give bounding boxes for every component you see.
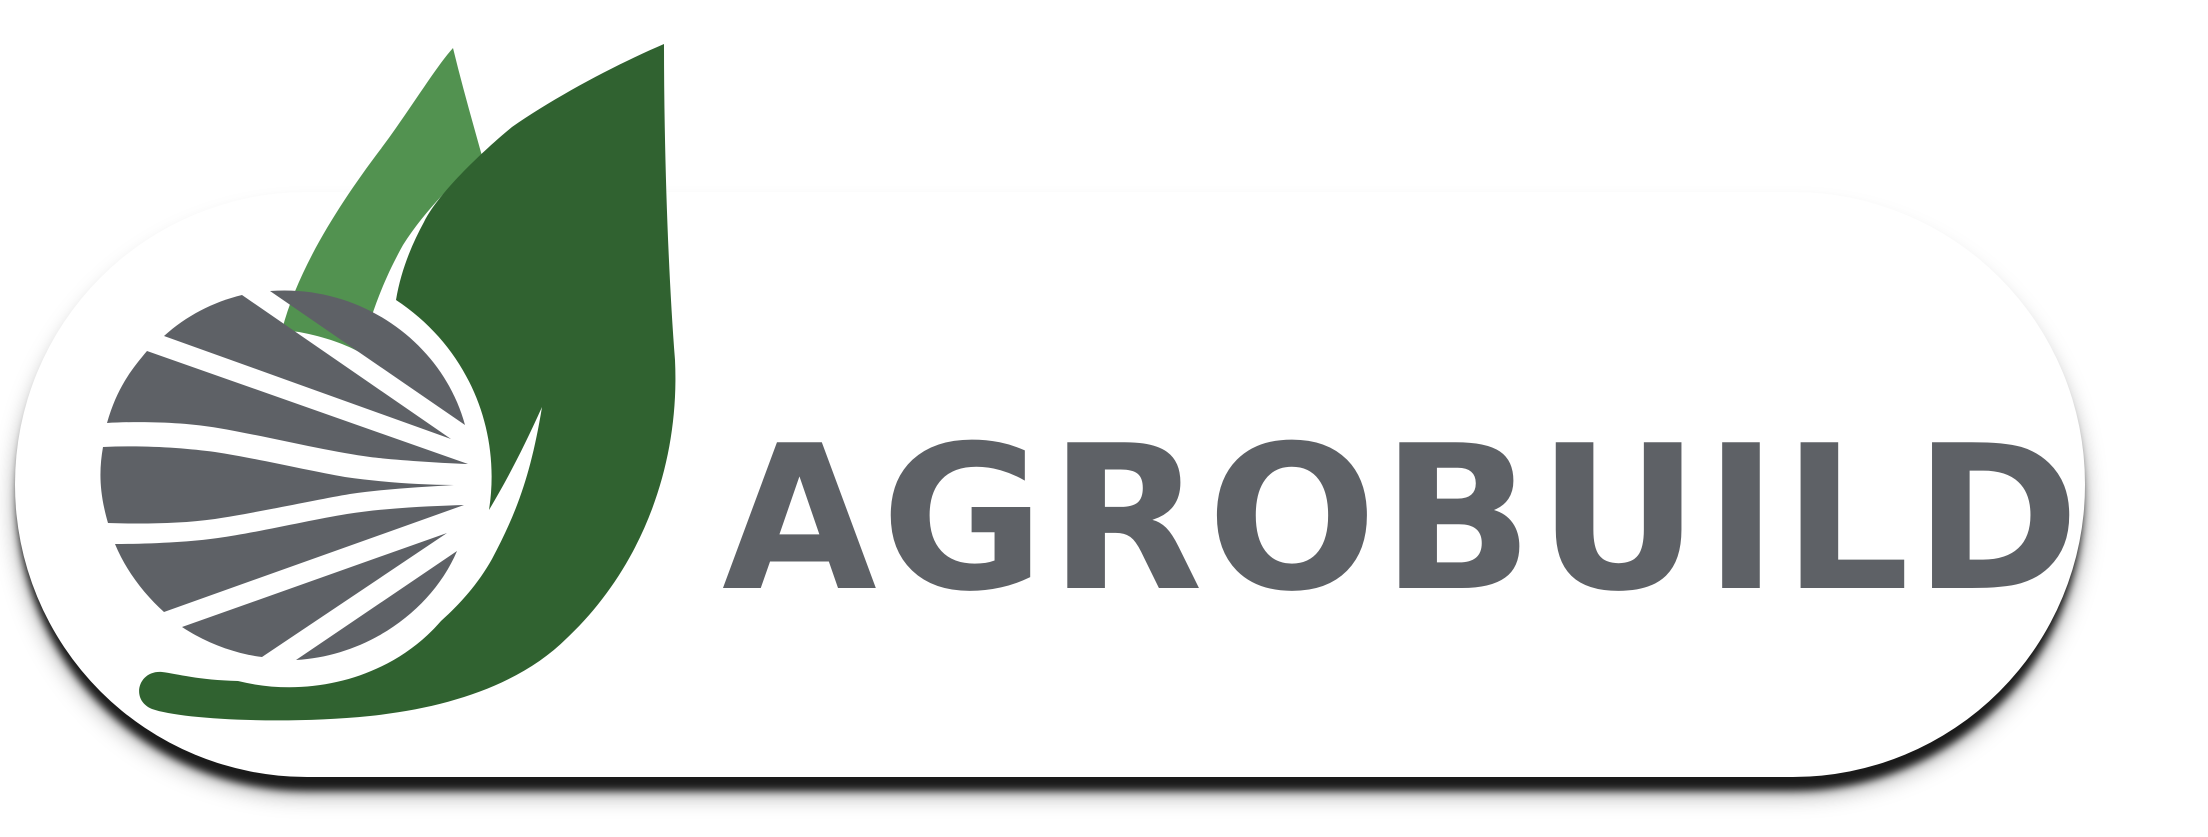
ray-5 (115, 505, 464, 612)
brand-wordmark: AGROBUILD (722, 403, 2084, 636)
ray-1 (270, 290, 465, 425)
ray-3 (107, 351, 468, 464)
light-leaf-icon (282, 48, 482, 353)
ray-4 (100, 446, 454, 524)
ray-2 (164, 295, 451, 439)
dark-leaf-icon (139, 44, 676, 721)
ray-6 (182, 533, 447, 657)
logo-mark (100, 44, 676, 721)
ray-7 (296, 551, 457, 660)
sun-rays-icon (100, 290, 468, 660)
